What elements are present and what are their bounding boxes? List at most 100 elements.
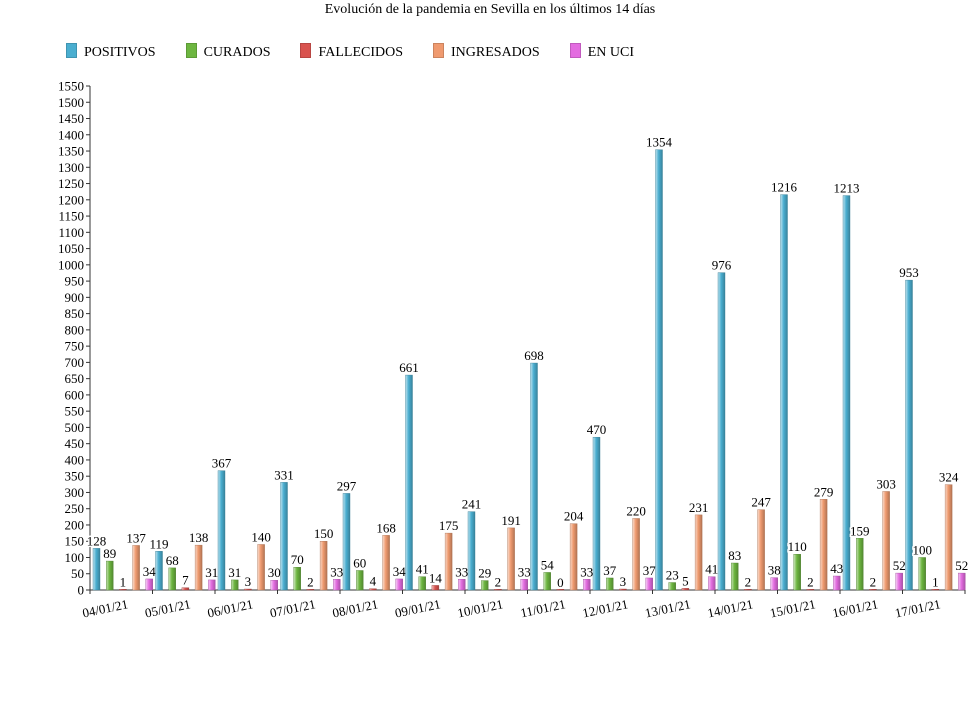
y-tick-label: 150 (65, 534, 85, 549)
x-tick-label: 05/01/21 (144, 596, 192, 620)
legend-swatch (185, 43, 197, 59)
data-label: 41 (705, 562, 718, 577)
bar-curados (918, 557, 926, 591)
x-tick-label: 09/01/21 (394, 596, 442, 620)
chart-title: Evolución de la pandemia en Sevilla en l… (324, 2, 656, 17)
y-tick-label: 1200 (58, 192, 84, 207)
data-label: 54 (541, 557, 555, 572)
bar-en-uci (333, 579, 341, 591)
bar-en-uci (270, 580, 278, 591)
bar-positivos (405, 374, 413, 591)
y-tick-label: 600 (65, 387, 85, 402)
bar-curados (856, 538, 864, 591)
legend-item: INGRESADOS (433, 43, 540, 61)
y-tick-label: 750 (65, 339, 85, 354)
data-label: 41 (416, 562, 429, 577)
y-tick-label: 200 (65, 517, 85, 532)
legend-item: EN UCI (569, 43, 634, 61)
y-tick-label: 400 (65, 452, 85, 467)
data-label: 83 (728, 548, 741, 563)
bar-positivos (530, 362, 538, 591)
x-tick-label: 04/01/21 (81, 596, 129, 620)
y-tick-label: 850 (65, 306, 85, 321)
legend: POSITIVOS CURADOS FALLECIDOS INGRESADOS EN U… (66, 43, 664, 61)
bar-curados (418, 576, 426, 591)
y-tick-label: 250 (65, 501, 85, 516)
y-tick-label: 1550 (58, 79, 84, 94)
data-label: 2 (307, 574, 314, 589)
y-tick-label: 1350 (58, 144, 84, 159)
bar-fallecidos (369, 588, 377, 591)
data-label: 60 (353, 555, 366, 570)
data-label: 33 (518, 564, 531, 579)
y-tick-label: 950 (65, 274, 85, 289)
data-label: 279 (814, 484, 834, 499)
bar-curados (481, 580, 489, 591)
data-label: 698 (524, 348, 544, 363)
data-label: 247 (751, 495, 771, 510)
bar-positivos (92, 548, 101, 591)
y-tick-label: 700 (65, 355, 85, 370)
bar-en-uci (520, 579, 528, 591)
data-label: 175 (439, 518, 459, 533)
x-tick-label: 06/01/21 (206, 596, 254, 620)
data-label: 953 (899, 265, 919, 280)
data-label: 324 (939, 470, 959, 485)
bar-fallecidos (744, 589, 752, 591)
data-label: 34 (143, 564, 157, 579)
legend-item: FALLECIDOS (300, 43, 403, 61)
y-tick-label: 800 (65, 322, 85, 337)
y-tick-label: 1500 (58, 95, 84, 110)
data-label: 1213 (834, 181, 860, 196)
y-tick-label: 1150 (58, 209, 84, 224)
legend-label: POSITIVOS (84, 45, 156, 61)
bar-positivos (467, 511, 476, 591)
data-label: 70 (291, 552, 304, 567)
x-tick-label: 15/01/21 (769, 596, 817, 620)
bar-fallecidos (181, 587, 190, 591)
data-label: 31 (228, 565, 241, 580)
data-label: 140 (251, 529, 271, 544)
x-tick-label: 10/01/21 (456, 596, 504, 620)
data-label: 128 (87, 533, 107, 548)
bar-curados (731, 562, 739, 591)
data-label: 2 (745, 574, 752, 589)
bar-positivos (655, 149, 663, 591)
data-label: 1 (932, 575, 939, 590)
y-tick-label: 1050 (58, 241, 84, 256)
bar-positivos (905, 279, 913, 591)
bar-fallecidos (119, 589, 127, 591)
data-label: 159 (850, 523, 870, 538)
data-label: 33 (580, 564, 593, 579)
legend-label: FALLECIDOS (318, 45, 404, 61)
y-tick-label: 1000 (58, 257, 84, 272)
y-tick-label: 1250 (58, 176, 84, 191)
data-label: 2 (807, 574, 814, 589)
legend-label: EN UCI (587, 45, 634, 61)
data-label: 138 (189, 530, 209, 545)
bar-fallecidos (931, 589, 940, 591)
data-label: 31 (205, 565, 218, 580)
bar-fallecidos (556, 589, 565, 591)
data-label: 204 (564, 509, 584, 524)
bar-curados (293, 567, 301, 591)
bar-en-uci (770, 577, 778, 591)
data-label: 14 (429, 570, 443, 585)
data-label: 5 (682, 573, 689, 588)
bar-ingresados (507, 527, 515, 591)
bar-positivos (217, 470, 226, 591)
bar-ingresados (694, 514, 703, 591)
bar-fallecidos (806, 589, 815, 591)
y-tick-label: 0 (78, 583, 85, 598)
y-tick-label: 1300 (58, 160, 84, 175)
bar-en-uci (708, 576, 716, 591)
data-label: 297 (337, 478, 357, 493)
bar-ingresados (757, 509, 765, 591)
y-tick-label: 350 (65, 469, 85, 484)
bar-fallecidos (431, 585, 440, 591)
bar-en-uci (958, 572, 966, 591)
data-label: 7 (182, 573, 189, 588)
data-label: 1354 (646, 135, 673, 150)
y-tick-label: 300 (65, 485, 85, 500)
